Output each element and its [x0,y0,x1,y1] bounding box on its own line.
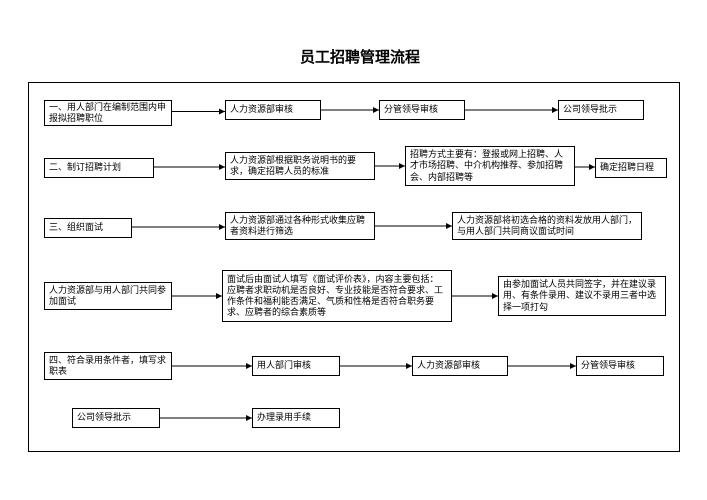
flow-node-n5: 二、制订招聘计划 [44,158,154,178]
flow-node-n8: 确定招聘日程 [595,158,667,178]
flow-node-n10: 人力资源部通过各种形式收集应聘者资料进行筛选 [225,212,375,240]
flow-node-n17: 人力资源部审核 [412,356,508,376]
flow-node-n7: 招聘方式主要有：登报或网上招聘、人才市场招聘、中介机构推荐、参加招聘会、内部招聘… [405,146,575,186]
page-title: 员工招聘管理流程 [300,46,420,67]
flowchart-outer-box [28,82,680,452]
flow-node-n1: 一、用人部门在编制范围内申报拟招聘职位 [44,100,172,126]
flow-node-n3: 分管领导审核 [379,100,465,120]
flow-node-n4: 公司领导批示 [558,100,644,120]
flow-node-n19: 公司领导批示 [72,408,160,428]
flow-node-n13: 面试后由面试人填写《面试评价表》，内容主要包括：应聘者求职动机是否良好、专业技能… [222,270,452,322]
flow-node-n15: 四、符合录用条件者，填写求职表 [44,352,172,380]
flow-node-n6: 人力资源部根据职务说明书的要求，确定招聘人员的标准 [225,152,375,180]
flow-node-n18: 分管领导审核 [576,356,664,376]
flow-node-n11: 人力资源部将初选合格的资料发放用人部门，与用人部门共同商议面试时间 [452,212,642,240]
flow-node-n16: 用人部门审核 [252,356,340,376]
flow-node-n9: 三、组织面试 [44,218,132,238]
flow-node-n2: 人力资源部审核 [225,100,321,120]
flow-node-n20: 办理录用手续 [252,408,340,428]
flow-node-n14: 由参加面试人员共同签字，并在建议录用、有条件录用、建议不录用三者中选择一项打勾 [498,276,666,316]
flow-node-n12: 人力资源部与用人部门共同参加面试 [44,282,172,310]
